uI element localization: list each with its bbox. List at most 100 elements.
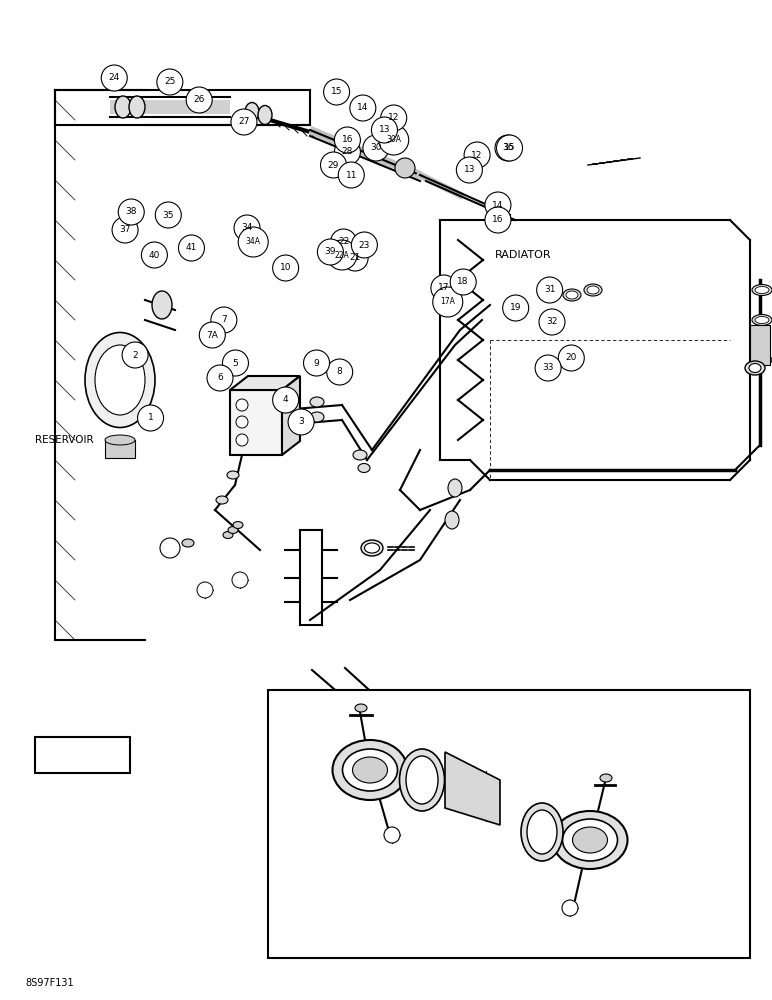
Ellipse shape: [752, 314, 772, 326]
Circle shape: [207, 365, 233, 391]
Circle shape: [379, 125, 408, 155]
Ellipse shape: [353, 757, 388, 783]
Text: 27: 27: [239, 117, 249, 126]
Text: 29: 29: [328, 160, 339, 169]
Text: 9: 9: [313, 359, 320, 367]
Ellipse shape: [364, 543, 380, 553]
Circle shape: [495, 135, 521, 161]
Text: 17A: 17A: [440, 298, 455, 306]
Circle shape: [433, 287, 462, 317]
Ellipse shape: [227, 471, 239, 479]
Circle shape: [535, 355, 561, 381]
Ellipse shape: [95, 345, 145, 415]
Circle shape: [338, 162, 364, 188]
Text: 8: 8: [337, 367, 343, 376]
Circle shape: [236, 434, 248, 446]
Ellipse shape: [584, 284, 602, 296]
Circle shape: [197, 582, 213, 598]
Ellipse shape: [445, 511, 459, 529]
Bar: [230, 390, 282, 455]
Circle shape: [160, 538, 180, 558]
Circle shape: [503, 295, 529, 321]
Circle shape: [558, 345, 584, 371]
Ellipse shape: [310, 412, 324, 422]
Text: 15: 15: [331, 88, 342, 97]
Text: 23: 23: [359, 240, 370, 249]
Circle shape: [273, 387, 299, 413]
Ellipse shape: [752, 355, 772, 365]
Circle shape: [450, 269, 476, 295]
Circle shape: [303, 350, 330, 376]
Circle shape: [384, 827, 400, 843]
Circle shape: [351, 232, 378, 258]
Circle shape: [199, 322, 225, 348]
Circle shape: [342, 245, 368, 271]
Circle shape: [137, 405, 164, 431]
Text: 15: 15: [504, 143, 515, 152]
Circle shape: [112, 217, 138, 243]
Ellipse shape: [600, 774, 612, 782]
Text: 22: 22: [338, 237, 349, 246]
Ellipse shape: [355, 704, 367, 712]
Ellipse shape: [233, 522, 243, 528]
Text: 35: 35: [163, 211, 174, 220]
Ellipse shape: [448, 479, 462, 497]
Circle shape: [155, 202, 181, 228]
Text: 8S97F131: 8S97F131: [25, 978, 73, 988]
Circle shape: [562, 900, 578, 916]
Circle shape: [323, 79, 350, 105]
Text: 32: 32: [547, 318, 557, 326]
Bar: [750, 325, 770, 365]
Text: 14: 14: [357, 104, 368, 112]
Circle shape: [381, 105, 407, 131]
Ellipse shape: [749, 363, 761, 372]
Text: 36: 36: [503, 143, 513, 152]
Ellipse shape: [152, 291, 172, 319]
Ellipse shape: [752, 284, 772, 296]
Circle shape: [231, 109, 257, 135]
Text: FRONT: FRONT: [64, 750, 107, 760]
Text: 33: 33: [543, 363, 554, 372]
Ellipse shape: [343, 749, 398, 791]
Text: 1: 1: [147, 414, 154, 422]
Circle shape: [232, 572, 248, 588]
Text: 11: 11: [346, 170, 357, 180]
Circle shape: [327, 359, 353, 385]
Ellipse shape: [587, 286, 599, 294]
Text: 34A: 34A: [245, 237, 261, 246]
Circle shape: [186, 87, 212, 113]
Circle shape: [157, 69, 183, 95]
Circle shape: [363, 135, 389, 161]
Ellipse shape: [553, 811, 628, 869]
Circle shape: [371, 117, 398, 143]
Ellipse shape: [310, 397, 324, 407]
Circle shape: [101, 65, 127, 91]
Ellipse shape: [573, 827, 608, 853]
Ellipse shape: [527, 810, 557, 854]
Circle shape: [456, 157, 482, 183]
Ellipse shape: [521, 803, 563, 861]
Text: 24: 24: [109, 74, 120, 83]
Ellipse shape: [258, 105, 272, 124]
Circle shape: [496, 135, 523, 161]
Text: 21: 21: [350, 253, 361, 262]
Circle shape: [178, 235, 205, 261]
Ellipse shape: [563, 289, 581, 301]
Ellipse shape: [129, 96, 145, 118]
Text: 30: 30: [371, 143, 381, 152]
Text: 17: 17: [438, 284, 449, 292]
Circle shape: [350, 95, 376, 121]
Ellipse shape: [563, 819, 618, 861]
Ellipse shape: [353, 450, 367, 460]
Text: 6: 6: [217, 373, 223, 382]
Circle shape: [234, 215, 260, 241]
Text: 28: 28: [342, 147, 353, 156]
Text: RESERVOIR: RESERVOIR: [35, 435, 93, 445]
Bar: [268, 690, 750, 958]
Ellipse shape: [399, 749, 445, 811]
Circle shape: [485, 207, 511, 233]
Circle shape: [236, 399, 248, 411]
Text: 7: 7: [221, 316, 227, 324]
Circle shape: [464, 142, 490, 168]
Ellipse shape: [755, 357, 769, 363]
